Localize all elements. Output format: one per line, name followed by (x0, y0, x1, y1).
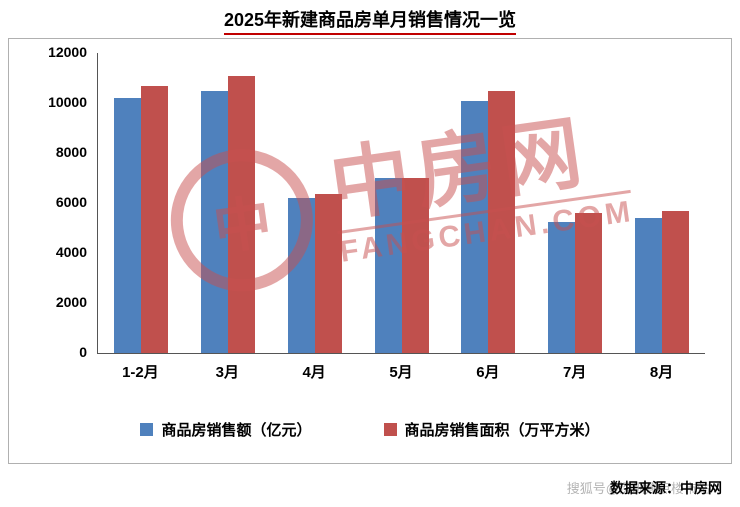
bar-group (358, 53, 445, 353)
bar (228, 75, 256, 353)
bar (661, 210, 689, 353)
y-tick-label: 0 (79, 344, 87, 360)
x-tick-label: 5月 (389, 364, 413, 381)
y-tick-label: 12000 (48, 44, 87, 60)
footer: 搜狐号@深圳焦点楼市站 数据来源：中房网 (567, 478, 722, 500)
y-tick-label: 2000 (55, 294, 87, 310)
legend-swatch-icon (140, 423, 154, 436)
bar-group (98, 53, 185, 353)
footer-overlay-watermark: 搜狐号@深圳焦点楼市站 (566, 481, 710, 496)
y-tick-label: 10000 (48, 94, 87, 110)
x-tick-label: 3月 (215, 364, 239, 381)
page-title: 2025年新建商品房单月销售情况一览 (0, 6, 740, 35)
bar-group (185, 53, 272, 353)
y-tick-label: 8000 (55, 144, 87, 160)
bar-group (271, 53, 358, 353)
x-tick-label: 8月 (649, 364, 674, 381)
legend-label: 商品房销售额（亿元） (161, 422, 312, 439)
bar (461, 100, 489, 353)
bar (574, 213, 602, 353)
legend-item: 商品房销售额（亿元） (140, 419, 312, 440)
legend-item: 商品房销售面积（万平方米） (383, 419, 600, 440)
bar-series (98, 53, 705, 353)
legend-label: 商品房销售面积（万平方米） (404, 422, 600, 439)
bar (488, 90, 516, 353)
bar-group (618, 53, 705, 353)
y-tick-label: 4000 (55, 244, 87, 260)
chart-container: 12000 10000 8000 6000 4000 2000 0 1-2月 3月 4月 5月 6月… (8, 38, 732, 464)
bar-group (532, 53, 619, 353)
bar (114, 98, 142, 353)
bar (634, 218, 662, 353)
x-tick-label: 4月 (302, 364, 326, 381)
data-source-label: 数据来源：中房网 (610, 480, 722, 496)
bar (201, 90, 229, 353)
x-axis: 1-2月 3月 4月 5月 6月 7月 8月 (97, 361, 705, 382)
x-tick-label: 1-2月 (122, 364, 159, 381)
bar-group (445, 53, 532, 353)
bar (141, 85, 169, 353)
bar (287, 198, 315, 353)
legend-swatch-icon (383, 423, 397, 436)
x-tick-label: 7月 (563, 364, 587, 381)
chart-title: 2025年新建商品房单月销售情况一览 (223, 6, 517, 35)
y-tick-label: 6000 (55, 194, 87, 210)
plot-area (97, 53, 705, 354)
legend: 商品房销售额（亿元） 商品房销售面积（万平方米） (9, 419, 731, 440)
x-tick-label: 6月 (476, 364, 500, 381)
bar (314, 194, 342, 353)
bar (401, 178, 429, 353)
bar (547, 221, 575, 353)
bar (374, 178, 402, 353)
